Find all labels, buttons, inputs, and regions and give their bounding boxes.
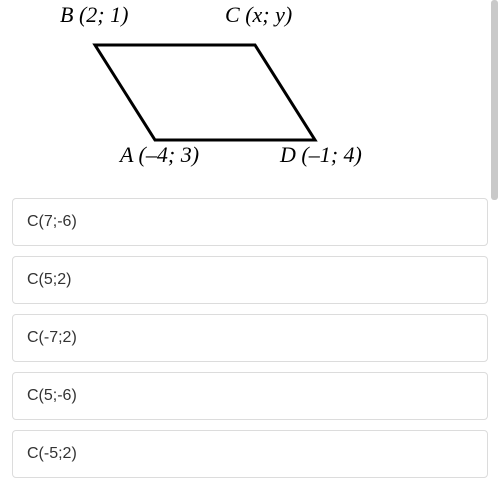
option-label: C(-5;2) (27, 445, 77, 462)
parallelogram-svg (0, 10, 500, 190)
option-label: C(7;-6) (27, 213, 77, 230)
parallelogram-shape (95, 45, 315, 140)
vertex-label-d: D (–1; 4) (280, 142, 362, 168)
option-3[interactable]: C(-7;2) (12, 314, 488, 362)
scrollbar-track[interactable] (491, 0, 498, 200)
option-label: C(5;2) (27, 271, 71, 288)
option-1[interactable]: C(7;-6) (12, 198, 488, 246)
option-label: C(5;-6) (27, 387, 77, 404)
diagram-area: B (2; 1) C (x; y) A (–4; 3) D (–1; 4) (0, 0, 500, 190)
vertex-label-a: A (–4; 3) (120, 142, 199, 168)
option-5[interactable]: C(-5;2) (12, 430, 488, 478)
option-label: C(-7;2) (27, 329, 77, 346)
vertex-label-c: C (x; y) (225, 2, 292, 28)
option-4[interactable]: C(5;-6) (12, 372, 488, 420)
scrollbar-thumb[interactable] (491, 0, 498, 200)
options-area: C(7;-6) C(5;2) C(-7;2) C(5;-6) C(-5;2) (0, 190, 500, 478)
option-2[interactable]: C(5;2) (12, 256, 488, 304)
vertex-label-b: B (2; 1) (60, 2, 128, 28)
